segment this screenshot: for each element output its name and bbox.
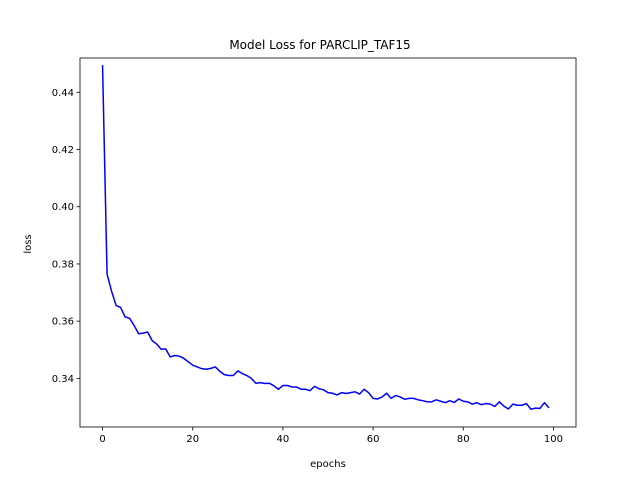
chart-title: Model Loss for PARCLIP_TAF15 [229,38,410,52]
x-tick-label: 60 [367,434,380,445]
plot-area: 0 20 40 60 80 100 0.34 0.36 0.38 0.40 0.42 0.44 [52,57,577,445]
x-axis-label: epochs [310,459,346,470]
y-axis-label: loss [23,234,34,253]
axes-frame [79,57,577,428]
y-tick-label: 0.44 [52,88,74,99]
loss-series-line [101,65,550,411]
y-tick-label: 0.40 [52,202,74,213]
x-tick-label: 40 [277,434,290,445]
x-tick-label: 0 [99,434,105,445]
x-tick-label: 20 [186,434,199,445]
x-tick-label: 100 [544,434,563,445]
x-tick-label: 80 [457,434,470,445]
y-tick-label: 0.38 [52,259,74,270]
y-tick-label: 0.36 [52,317,74,328]
y-tick-label: 0.42 [52,145,74,156]
y-tick-label: 0.34 [52,374,74,385]
